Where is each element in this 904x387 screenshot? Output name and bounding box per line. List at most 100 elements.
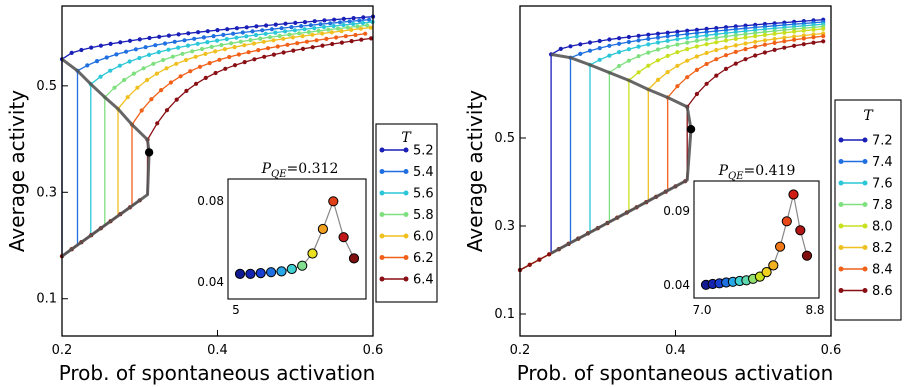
right-series-point-7.6 — [733, 29, 738, 35]
left-series-point-5.6 — [176, 45, 181, 50]
right-series-point-7.6 — [714, 32, 719, 37]
right-series-point-8.0 — [723, 38, 729, 43]
left-series-point-6.0 — [242, 43, 247, 48]
left-series-point-5.2 — [215, 28, 220, 33]
left-legend-entry-6.0: 6.0 — [379, 230, 434, 245]
left-inset-ytick-1: 0.08 — [197, 194, 224, 208]
left-series-point-6.0 — [339, 29, 344, 34]
right-series-point-7.8 — [694, 38, 700, 43]
right-series-point-7.4 — [675, 33, 680, 38]
left-series-point-6.0 — [213, 49, 218, 54]
right-series-point-7.8 — [685, 40, 690, 45]
right-y-axis-label: Average activity — [463, 90, 487, 252]
right-series-point-8.0 — [782, 30, 787, 35]
right-series-upper-8.6 — [686, 40, 824, 108]
left-series-point-5.8 — [335, 26, 341, 31]
left-series-point-6.4 — [271, 52, 276, 57]
right-series-point-8.4 — [782, 39, 787, 44]
left-series-point-5.4 — [94, 59, 100, 64]
right-series-point-7.2 — [714, 26, 719, 31]
right-series-point-8.2 — [753, 39, 758, 44]
right-series-point-7.8 — [675, 42, 680, 47]
right-series-point-7.4 — [617, 41, 622, 46]
right-series-point-7.8 — [723, 34, 729, 39]
left-series-point-5.8 — [258, 36, 263, 41]
left-legend-dot — [379, 255, 385, 260]
right-series-point-7.6 — [626, 47, 632, 52]
left-series-point-5.8 — [345, 25, 350, 30]
right-legend-title: T — [863, 108, 874, 124]
left-series-point-5.8 — [190, 49, 195, 54]
right-legend-dot — [862, 137, 868, 143]
left-series-point-5.2 — [361, 15, 366, 20]
right-series-point-8.6 — [733, 61, 738, 66]
left-series-point-6.2 — [197, 64, 203, 69]
right-series-point-7.6 — [607, 53, 612, 58]
left-series-point-6.4 — [164, 108, 170, 113]
left-series-point-5.6 — [195, 41, 200, 46]
right-series-point-7.8 — [733, 33, 738, 38]
right-series-point-8.0 — [792, 29, 797, 34]
left-series-point-5.6 — [224, 37, 229, 42]
left-legend-items: 5.2 5.4 5.6 5.8 6.0 6.2 6.4 — [379, 144, 434, 288]
left-series-point-5.4 — [347, 19, 352, 24]
right-series-point-8.6 — [821, 39, 826, 44]
left-series-point-6.2 — [343, 34, 348, 39]
left-legend-label: 6.0 — [413, 230, 434, 245]
left-series-point-6.4 — [291, 48, 296, 53]
left-legend-title: T — [401, 130, 412, 146]
right-series-point-8.4 — [811, 35, 816, 40]
left-series-point-6.2 — [363, 31, 368, 36]
left-series-point-5.2 — [157, 34, 162, 39]
left-series-point-6.0 — [154, 71, 159, 76]
left-series-point-5.2 — [147, 35, 152, 41]
left-series-point-5.8 — [219, 42, 224, 48]
right-series-point-8.6 — [772, 47, 777, 53]
left-inset-point — [245, 268, 256, 279]
left-series-point-5.8 — [267, 35, 273, 40]
right-series-point-7.6 — [723, 30, 729, 36]
left-series-point-6.0 — [261, 39, 266, 44]
left-legend-entry-5.2: 5.2 — [379, 144, 434, 159]
right-series-point-8.0 — [733, 36, 738, 42]
left-series-5.2 — [59, 14, 376, 257]
left-series-point-5.2 — [69, 50, 74, 56]
right-legend-dot — [838, 202, 844, 207]
left-series-point-5.6 — [127, 59, 132, 64]
right-series-point-7.2 — [568, 44, 573, 49]
right-xtick-label: 0.2 — [510, 343, 531, 358]
right-series-point-8.0 — [665, 53, 670, 59]
right-series-point-8.4 — [801, 36, 806, 41]
right-series-point-7.2 — [597, 38, 602, 44]
right-series-point-8.4 — [772, 40, 777, 46]
left-inset-point — [338, 232, 349, 243]
left-series-point-5.2 — [89, 45, 94, 50]
right-series-point-8.6 — [723, 66, 729, 71]
right-legend-entry-8.0: 8.0 — [838, 220, 893, 235]
right-series-point-8.0 — [811, 27, 816, 32]
left-series-point-6.2 — [168, 80, 173, 85]
right-series-point-7.6 — [617, 50, 622, 55]
left-series-point-6.2 — [188, 69, 193, 74]
left-inset-title: PQE=0.312 — [261, 161, 339, 180]
left-inset-title-p: P — [261, 161, 272, 177]
left-series-point-6.0 — [232, 45, 237, 50]
right-legend-entry-7.6: 7.6 — [838, 177, 893, 192]
right-series-point-7.8 — [665, 44, 670, 49]
right-series-point-7.6 — [704, 33, 709, 38]
right-series-point-7.4 — [655, 35, 661, 40]
right-series-point-8.4 — [694, 67, 700, 72]
left-series-point-5.6 — [351, 21, 356, 27]
left-series-point-5.4 — [114, 52, 119, 57]
right-series-point-8.2 — [665, 70, 670, 75]
right-inset-point — [781, 216, 792, 227]
right-inset-point — [788, 189, 799, 200]
right-series-point-8.2 — [723, 45, 729, 50]
right-inset-ytick-1: 0.09 — [663, 204, 690, 218]
left-series-point-6.4 — [310, 45, 315, 50]
left-series-point-5.2 — [322, 18, 327, 23]
left-legend-dot — [403, 169, 409, 174]
left-series-point-5.2 — [127, 38, 133, 43]
left-series-point-5.6 — [360, 20, 365, 26]
left-series-point-5.8 — [141, 66, 146, 71]
